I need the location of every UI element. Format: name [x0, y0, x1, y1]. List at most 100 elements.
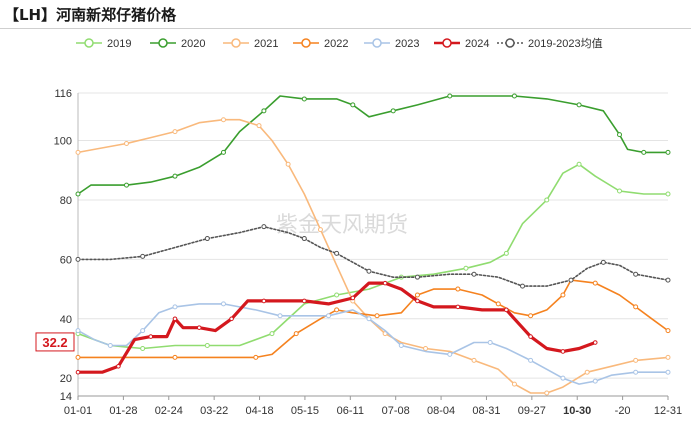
- legend-item[interactable]: 2020: [150, 38, 205, 50]
- x-tick-label: 07-08: [382, 405, 410, 417]
- series-2019-2023均值: [75, 224, 671, 289]
- legend-label: 2019: [107, 38, 131, 50]
- x-tick-label: 12-31: [654, 405, 682, 417]
- y-tick-label: 116: [54, 88, 72, 100]
- data-point: [398, 343, 404, 348]
- legend-swatch-marker: [505, 38, 515, 48]
- data-point: [528, 313, 534, 319]
- data-point: [665, 277, 671, 283]
- legend-swatch-marker: [231, 38, 241, 48]
- series-2023: [75, 301, 671, 385]
- legend-label: 2019-2023均值: [528, 37, 603, 50]
- x-tick-label: 08-31: [472, 405, 500, 417]
- data-point: [75, 256, 81, 262]
- data-point: [584, 369, 590, 375]
- data-point: [544, 197, 550, 203]
- x-tick-label: -20: [615, 405, 631, 417]
- data-point: [196, 325, 202, 330]
- title-rule: [0, 28, 691, 29]
- series-line: [77, 163, 669, 350]
- y-axis: 14 20 40 60 80 100 116: [54, 88, 79, 403]
- data-point: [285, 161, 291, 167]
- legend-swatch-marker: [158, 38, 168, 48]
- data-point: [568, 277, 574, 283]
- data-point: [665, 149, 671, 155]
- data-point: [633, 271, 639, 277]
- data-point: [334, 307, 340, 313]
- data-point: [261, 108, 267, 114]
- data-point: [471, 271, 477, 277]
- data-point: [75, 354, 81, 360]
- data-point: [544, 390, 550, 396]
- data-point: [455, 286, 461, 292]
- data-point: [220, 149, 226, 155]
- data-point: [326, 313, 332, 319]
- legend-item[interactable]: 2024: [434, 38, 489, 50]
- data-point: [463, 265, 469, 271]
- y-tick-label: 20: [60, 373, 72, 385]
- x-tick-label: 04-18: [245, 405, 273, 417]
- legend-item[interactable]: 2023: [364, 38, 419, 50]
- chart-title: 【LH】河南新郑仔猪价格: [4, 6, 177, 24]
- data-point: [520, 283, 526, 289]
- data-point: [414, 274, 420, 280]
- data-point: [317, 227, 323, 233]
- data-point: [140, 345, 146, 351]
- data-point: [641, 149, 647, 155]
- last-value-box: [35, 332, 75, 352]
- data-point: [511, 93, 517, 99]
- x-tick-label: 08-04: [427, 405, 455, 417]
- data-point: [665, 191, 671, 197]
- data-point: [382, 280, 388, 286]
- data-point: [256, 123, 262, 129]
- data-point: [140, 253, 146, 259]
- data-point: [334, 292, 340, 298]
- y-tick-label: 40: [60, 314, 72, 326]
- data-point: [528, 334, 533, 339]
- y-tick-label: 14: [60, 391, 72, 403]
- x-tick-label-highlight: 10-30: [563, 405, 591, 417]
- data-point: [617, 132, 623, 138]
- y-tick-label: 100: [54, 136, 72, 148]
- y-tick-label: 80: [60, 195, 72, 207]
- data-point: [204, 236, 210, 242]
- series-2021: [75, 117, 671, 396]
- x-tick-label: 01-01: [64, 405, 92, 417]
- data-point: [487, 340, 493, 346]
- series-line: [77, 279, 669, 359]
- data-point: [261, 224, 267, 230]
- data-point: [455, 304, 461, 310]
- data-point: [229, 316, 234, 322]
- data-point: [302, 298, 307, 304]
- data-point: [633, 369, 639, 375]
- data-point: [374, 313, 380, 319]
- data-point: [414, 292, 420, 298]
- data-point: [511, 381, 517, 387]
- data-point: [75, 149, 81, 155]
- data-point: [366, 316, 372, 322]
- data-point: [423, 345, 429, 351]
- legend-swatch-marker: [372, 38, 382, 48]
- series-line: [77, 303, 669, 385]
- data-point: [123, 141, 129, 146]
- data-point: [576, 161, 582, 167]
- x-tick-label: 01-28: [109, 405, 137, 417]
- data-point: [293, 331, 299, 337]
- last-value-text: 32.2: [42, 335, 67, 350]
- legend-item[interactable]: 2019-2023均值: [497, 37, 603, 50]
- watermark: 紫金天风期货: [276, 213, 408, 238]
- legend-item[interactable]: 2022: [293, 38, 348, 50]
- data-point: [495, 301, 501, 307]
- data-point: [253, 354, 259, 360]
- data-point: [560, 349, 566, 354]
- data-point: [447, 93, 453, 99]
- legend-item[interactable]: 2019: [76, 38, 131, 50]
- data-point: [560, 292, 566, 298]
- data-point: [503, 250, 509, 256]
- series-line: [77, 225, 669, 287]
- series-2020: [75, 93, 671, 197]
- legend-item[interactable]: 2021: [223, 38, 278, 50]
- data-point: [107, 343, 113, 348]
- legend-label: 2021: [254, 38, 278, 50]
